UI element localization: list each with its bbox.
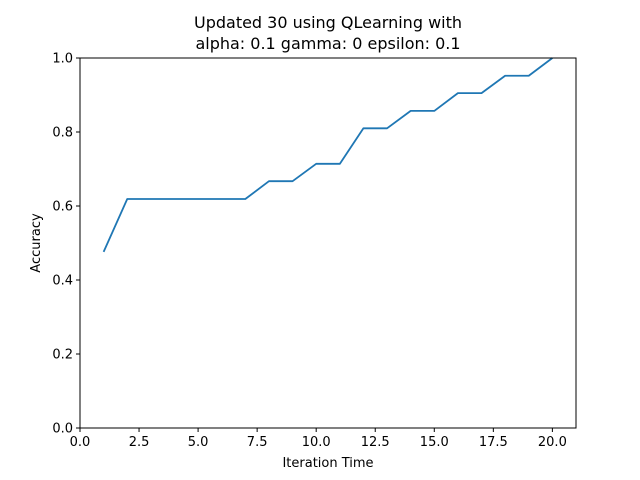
y-tick-label: 0.6 xyxy=(52,200,73,215)
x-tick-label: 20.0 xyxy=(538,435,567,450)
y-tick-label: 0.2 xyxy=(52,348,73,363)
series-layer xyxy=(102,57,553,253)
y-tick-label: 0.0 xyxy=(52,422,73,437)
y-tick-label: 0.8 xyxy=(52,126,73,141)
x-tick-label: 7.5 xyxy=(247,435,268,450)
x-axis-label: Iteration Time xyxy=(282,456,373,471)
x-tick-label: 12.5 xyxy=(361,435,390,450)
x-tick-label: 17.5 xyxy=(479,435,508,450)
y-tick-label: 1.0 xyxy=(52,52,73,67)
x-tick-label: 0.0 xyxy=(70,435,91,450)
plot-frame xyxy=(79,57,577,429)
chart-title: Updated 30 using QLearning with xyxy=(194,13,462,32)
y-axis-label: Accuracy xyxy=(29,213,44,273)
x-tick-label: 5.0 xyxy=(188,435,209,450)
y-axis: 0.0 0.2 0.4 0.6 0.8 1.0 xyxy=(52,52,80,437)
x-tick-label: 10.0 xyxy=(302,435,331,450)
y-tick-label: 0.4 xyxy=(52,274,73,289)
series-line-0 xyxy=(102,57,553,253)
x-tick-label: 15.0 xyxy=(420,435,449,450)
chart-subtitle: alpha: 0.1 gamma: 0 epsilon: 0.1 xyxy=(195,34,460,53)
x-tick-label: 2.5 xyxy=(129,435,150,450)
x-axis: 0.0 2.5 5.0 7.5 10.0 12.5 15.0 17.5 20.0 xyxy=(70,428,567,450)
